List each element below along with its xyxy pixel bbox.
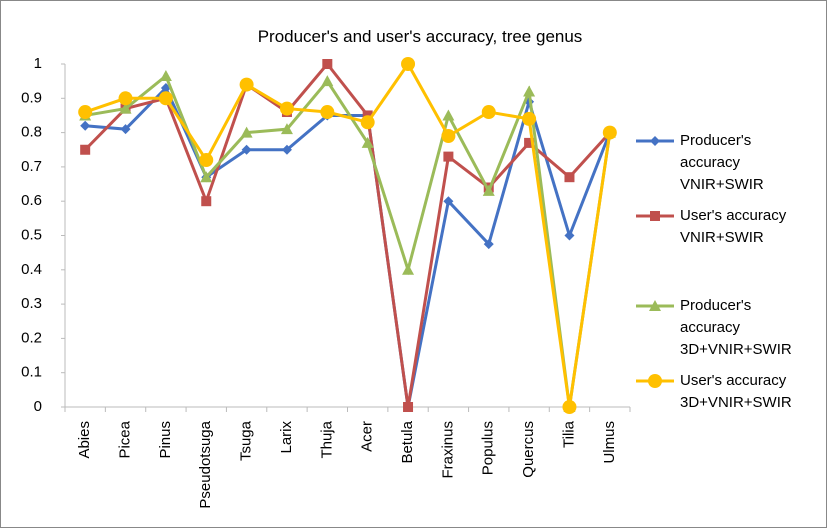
marker (564, 172, 575, 183)
series-line (85, 85, 612, 408)
marker (481, 105, 496, 120)
legend-label: User's accuracy VNIR+SWIR (680, 207, 787, 246)
marker (403, 402, 414, 412)
x-tick-label: Larix (278, 421, 295, 454)
chart-title: Producer's and user's accuracy, tree gen… (258, 27, 583, 46)
marker (119, 102, 132, 114)
marker (650, 211, 660, 221)
marker (78, 105, 93, 120)
marker (321, 75, 334, 87)
marker (443, 196, 454, 207)
x-tick-label: Picea (117, 420, 134, 458)
y-tick-label: 0.9 (21, 89, 42, 106)
x-tick-label: Tsuga (238, 420, 255, 461)
legend-label: Producer's accuracy 3D+VNIR+SWIR (680, 297, 792, 358)
marker (523, 85, 536, 97)
marker (442, 109, 455, 121)
legend-item: User's accuracy 3D+VNIR+SWIR (634, 370, 810, 414)
marker (361, 136, 374, 148)
marker (201, 196, 212, 207)
marker (280, 123, 293, 135)
y-tick-label: 0.4 (21, 261, 42, 278)
y-tick-label: 0.7 (21, 158, 42, 175)
y-tick-label: 0.5 (21, 226, 42, 243)
x-tick-label: Pseudotsuga (197, 420, 214, 508)
marker (650, 136, 660, 146)
marker (602, 125, 617, 140)
x-tick-label: Ulmus (601, 421, 618, 464)
marker (522, 111, 537, 126)
y-tick-label: 0 (34, 398, 42, 415)
marker (402, 263, 415, 275)
marker (240, 126, 253, 138)
marker (524, 137, 535, 148)
y-tick-label: 0.8 (21, 124, 42, 141)
y-tick-label: 1 (34, 55, 42, 72)
marker (648, 374, 662, 388)
marker (80, 120, 91, 131)
legend-swatch (636, 374, 674, 388)
marker (320, 105, 335, 120)
legend: Producer's accuracy VNIR+SWIR User's accu… (634, 0, 824, 528)
series-line (84, 73, 612, 408)
x-tick-label: Pinus (157, 421, 174, 459)
legend-swatch (636, 136, 674, 146)
legend-label: Producer's accuracy VNIR+SWIR (680, 132, 764, 193)
y-tick-label: 0.1 (21, 364, 42, 381)
x-tick-label: Betula (399, 420, 416, 463)
marker (360, 115, 375, 130)
legend-swatch (636, 300, 674, 311)
marker (279, 101, 294, 116)
legend-item: User's accuracy VNIR+SWIR (634, 205, 810, 249)
marker (322, 59, 333, 69)
x-tick-label: Quercus (520, 421, 537, 478)
marker (564, 230, 575, 241)
marker (401, 57, 416, 71)
marker (200, 171, 213, 183)
marker (281, 144, 292, 155)
legend-swatch (636, 211, 674, 221)
y-tick-label: 0.2 (21, 329, 42, 346)
legend-item: Producer's accuracy 3D+VNIR+SWIR (634, 295, 810, 361)
marker (159, 70, 172, 82)
marker (482, 184, 495, 196)
x-tick-label: Acer (359, 421, 376, 452)
marker (562, 400, 577, 414)
marker (118, 91, 133, 106)
legend-item: Producer's accuracy VNIR+SWIR (634, 130, 810, 196)
marker (120, 124, 131, 135)
marker (441, 129, 456, 144)
x-tick-label: Thuja (318, 420, 335, 458)
marker (241, 144, 252, 155)
y-tick-label: 0.3 (21, 295, 42, 312)
x-tick-label: Tilia (560, 420, 577, 448)
series-line (84, 61, 611, 408)
marker (80, 144, 91, 155)
marker (483, 239, 494, 250)
marker (443, 151, 454, 162)
x-tick-label: Fraxinus (439, 421, 456, 479)
marker (649, 300, 661, 311)
marker (158, 91, 173, 106)
x-tick-label: Populus (480, 421, 497, 475)
x-tick-label: Abies (76, 421, 93, 459)
marker (239, 77, 254, 92)
legend-label: User's accuracy 3D+VNIR+SWIR (680, 372, 792, 411)
y-tick-label: 0.6 (21, 192, 42, 209)
marker (199, 153, 214, 168)
